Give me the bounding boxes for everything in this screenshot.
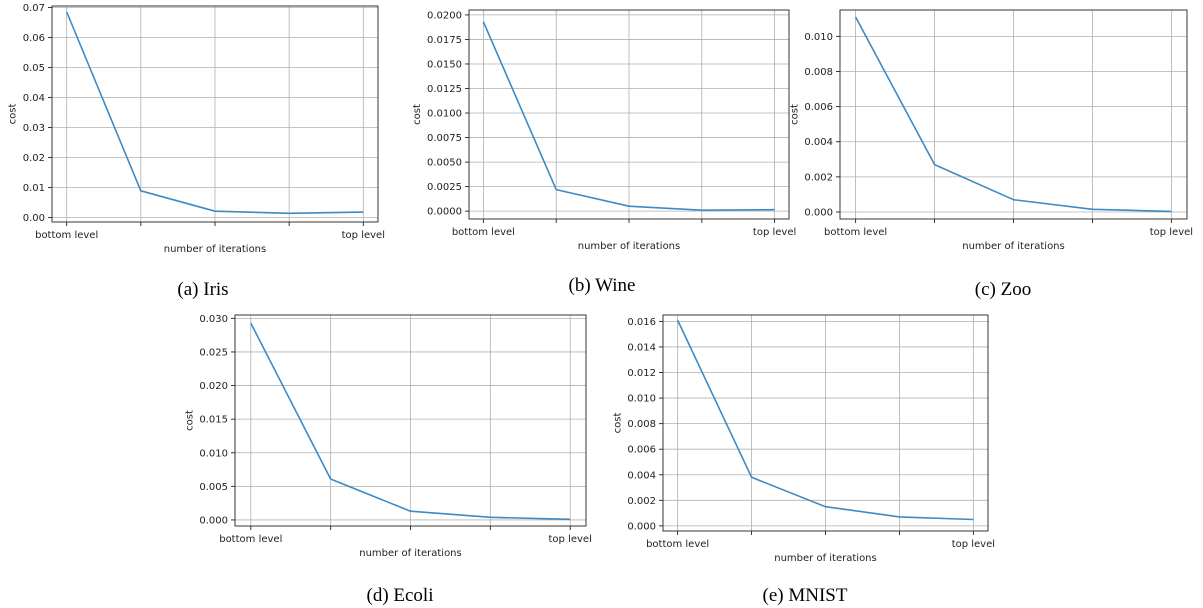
wine-y-tick-label: 0.0050 [427, 158, 462, 169]
zoo-y-tick-label: 0.004 [804, 137, 833, 148]
chart-ecoli: 0.000 0.005 0.010 0.015 0.020 0.025 0.030 botto… [184, 314, 592, 559]
ecoli-y-tick-label: 0.005 [199, 482, 228, 493]
chart-iris: 0.00 0.01 0.02 0.03 0.04 0.05 0.06 0.07 bottom l… [8, 3, 385, 255]
wine-y-tick-label: 0.0075 [427, 133, 462, 144]
chart-panel-zoo: 0.000 0.002 0.004 0.006 0.008 0.010 bottom lev… [789, 0, 1203, 262]
ecoli-y-tick-label: 0.000 [199, 515, 228, 526]
ecoli-y-tick-label: 0.025 [199, 347, 228, 358]
wine-x-tick-label: top level [753, 227, 796, 238]
wine-y-tick-label: 0.0150 [427, 59, 462, 70]
iris-y-tick-label: 0.03 [23, 123, 45, 134]
chart-wine: 0.0000 0.0025 0.0050 0.0075 0.0100 0.0125 0.01… [412, 9, 796, 252]
mnist-x-axis-label: number of iterations [774, 553, 876, 564]
mnist-y-tick-label: 0.016 [627, 317, 656, 328]
wine-y-tick-label: 0.0125 [427, 84, 462, 95]
caption-wine: (b) Wine [568, 275, 636, 296]
zoo-x-tick-label: bottom level [824, 227, 887, 238]
zoo-cost-line [854, 16, 1172, 213]
mnist-y-tick-label: 0.002 [627, 496, 656, 507]
chart-zoo: 0.000 0.002 0.004 0.006 0.008 0.010 bottom lev… [789, 9, 1193, 252]
wine-y-axis-label: cost [412, 104, 423, 125]
iris-x-tick-label: top level [342, 230, 385, 241]
mnist-cost-line [676, 319, 974, 521]
iris-y-axis-label: cost [8, 104, 19, 125]
mnist-x-tick-label: bottom level [646, 539, 709, 550]
iris-y-tick-label: 0.01 [23, 183, 45, 194]
iris-y-tick-label: 0.05 [23, 63, 45, 74]
zoo-y-tick-label: 0.000 [804, 207, 833, 218]
zoo-x-tick-label: top level [1150, 227, 1193, 238]
iris-y-tick-label: 0.04 [23, 93, 45, 104]
mnist-y-tick-label: 0.014 [627, 342, 656, 353]
mnist-y-tick-label: 0.008 [627, 419, 656, 430]
mnist-x-tick-label: top level [952, 539, 995, 550]
mnist-y-tick-label: 0.010 [627, 394, 656, 405]
caption-ecoli: (d) Ecoli [366, 585, 434, 606]
mnist-y-tick-label: 0.012 [627, 368, 656, 379]
chart-panel-ecoli: 0.000 0.005 0.010 0.015 0.020 0.025 0.030 botto… [184, 310, 600, 572]
zoo-y-tick-label: 0.010 [804, 32, 833, 43]
wine-cost-line [482, 21, 775, 211]
ecoli-y-tick-label: 0.030 [199, 314, 228, 325]
chart-panel-iris: 0.00 0.01 0.02 0.03 0.04 0.05 0.06 0.07 bottom l… [0, 0, 395, 262]
zoo-y-axis-label: cost [789, 104, 800, 125]
ecoli-x-tick-label: top level [549, 534, 592, 545]
ecoli-y-tick-label: 0.015 [199, 415, 228, 426]
wine-x-tick-label: bottom level [452, 227, 515, 238]
mnist-y-tick-label: 0.000 [627, 521, 656, 532]
iris-x-axis-label: number of iterations [164, 244, 266, 255]
ecoli-x-axis-label: number of iterations [359, 548, 461, 559]
zoo-y-tick-label: 0.006 [804, 102, 833, 113]
iris-y-tick-label: 0.07 [23, 3, 45, 14]
wine-x-axis-label: number of iterations [578, 241, 680, 252]
chart-panel-mnist: 0.000 0.002 0.004 0.006 0.008 0.010 0.012 0.014… [608, 310, 1003, 572]
wine-y-tick-label: 0.0000 [427, 207, 462, 218]
ecoli-y-tick-label: 0.010 [199, 448, 228, 459]
caption-mnist: (e) MNIST [762, 585, 848, 606]
ecoli-y-axis-label: cost [184, 410, 195, 431]
zoo-x-axis-label: number of iterations [962, 241, 1064, 252]
wine-y-tick-label: 0.0025 [427, 182, 462, 193]
chart-mnist: 0.000 0.002 0.004 0.006 0.008 0.010 0.012 0.014… [612, 314, 995, 564]
iris-y-tick-label: 0.06 [23, 33, 45, 44]
caption-zoo: (c) Zoo [974, 279, 1032, 300]
ecoli-y-tick-label: 0.020 [199, 381, 228, 392]
iris-y-tick-label: 0.00 [23, 213, 45, 224]
zoo-y-tick-label: 0.002 [804, 172, 833, 183]
mnist-y-tick-label: 0.004 [627, 470, 656, 481]
mnist-y-tick-label: 0.006 [627, 445, 656, 456]
ecoli-cost-line [250, 322, 571, 521]
iris-y-tick-label: 0.02 [23, 153, 45, 164]
wine-y-tick-label: 0.0200 [427, 10, 462, 21]
caption-iris: (a) Iris [177, 279, 229, 300]
mnist-y-axis-label: cost [612, 413, 623, 434]
ecoli-x-tick-label: bottom level [219, 534, 282, 545]
chart-panel-wine: 0.0000 0.0025 0.0050 0.0075 0.0100 0.0125 0.01… [405, 0, 800, 262]
iris-x-tick-label: bottom level [35, 230, 98, 241]
zoo-y-tick-label: 0.008 [804, 67, 833, 78]
wine-y-tick-label: 0.0175 [427, 35, 462, 46]
wine-y-tick-label: 0.0100 [427, 109, 462, 120]
